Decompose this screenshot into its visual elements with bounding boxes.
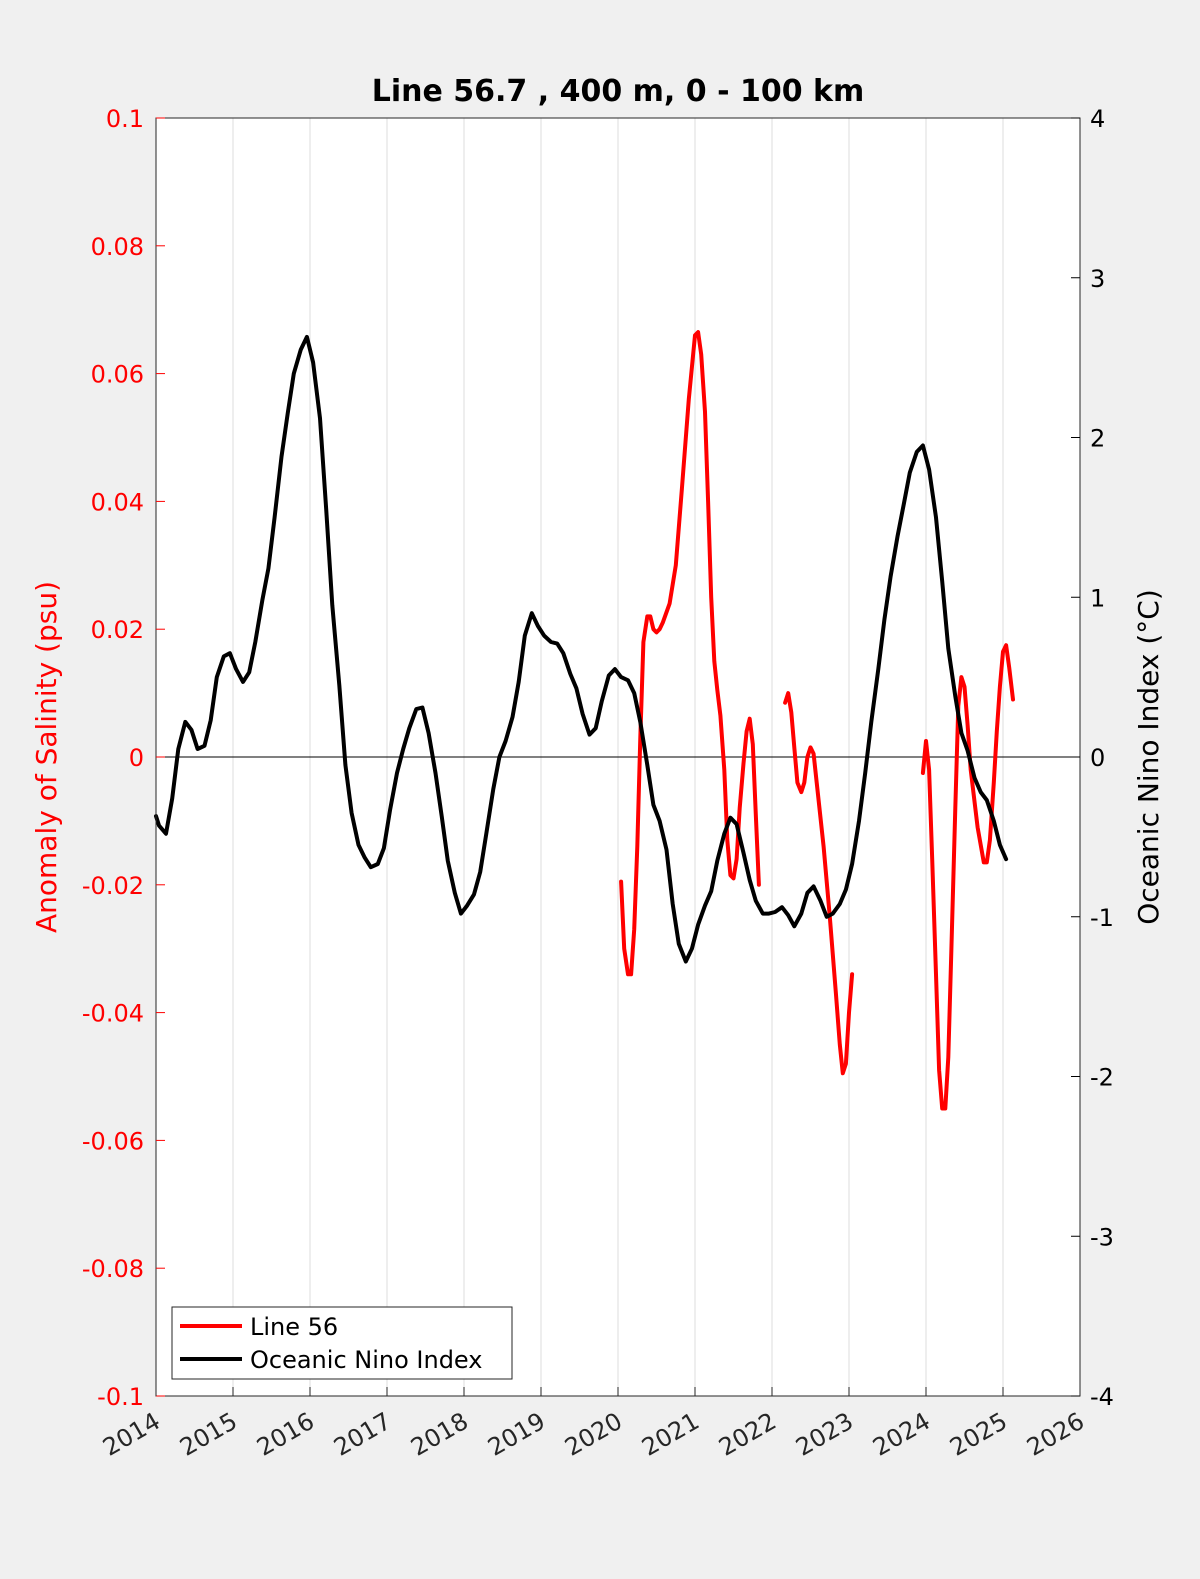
- left-tick-label: 0.1: [106, 105, 144, 133]
- x-tick-label: 2014: [98, 1407, 165, 1462]
- left-tick-label: 0: [129, 744, 144, 772]
- right-tick-label: -4: [1090, 1383, 1114, 1411]
- x-tick-label: 2022: [714, 1407, 781, 1462]
- x-axis: 2014 2015 2016 2017 2018 2019 2020 2021 2022 2023…: [98, 1387, 1089, 1462]
- series-layer: [154, 330, 1015, 1111]
- x-tick-label: 2019: [483, 1407, 550, 1462]
- legend-label-oni: Oceanic Nino Index: [250, 1346, 482, 1374]
- x-tick-label: 2017: [329, 1407, 396, 1462]
- right-axis: -4 -3 -2 -1 0 1 2 3 4: [1071, 105, 1114, 1411]
- x-tick-label: 2015: [175, 1407, 242, 1462]
- x-tick-label: 2020: [560, 1407, 627, 1462]
- right-tick-label: 0: [1090, 744, 1105, 772]
- series-line56-segment: [783, 691, 855, 1076]
- legend: Line 56 Oceanic Nino Index: [171, 1306, 513, 1380]
- series-line56-segment: [920, 643, 1015, 1111]
- left-tick-label: 0.08: [91, 233, 144, 261]
- legend-label-line56: Line 56: [250, 1313, 338, 1341]
- left-tick-label: 0.02: [91, 616, 144, 644]
- left-tick-label: -0.06: [82, 1127, 144, 1155]
- x-tick-label: 2024: [868, 1407, 935, 1462]
- series-oni-line: [154, 334, 1009, 964]
- left-tick-label: -0.02: [82, 872, 144, 900]
- right-tick-label: -1: [1090, 904, 1114, 932]
- right-tick-label: 2: [1090, 425, 1105, 453]
- right-tick-label: 4: [1090, 105, 1105, 133]
- left-tick-label: 0.06: [91, 361, 144, 389]
- x-tick-label: 2016: [252, 1407, 319, 1462]
- x-tick-label: 2025: [945, 1407, 1012, 1462]
- right-tick-label: 3: [1090, 265, 1105, 293]
- left-axis: -0.1 -0.08 -0.06 -0.04 -0.02 0 0.02 0.04 0.06 0.0…: [82, 105, 165, 1411]
- legend-box: [171, 1306, 513, 1380]
- right-axis-label: Oceanic Nino Index (°C): [1132, 589, 1165, 925]
- left-tick-label: -0.08: [82, 1255, 144, 1283]
- right-tick-label: -3: [1090, 1223, 1114, 1251]
- left-tick-label: -0.04: [82, 1000, 144, 1028]
- right-tick-label: -2: [1090, 1064, 1114, 1092]
- left-tick-label: -0.1: [97, 1383, 144, 1411]
- left-axis-label: Anomaly of Salinity (psu): [30, 581, 63, 933]
- x-tick-label: 2023: [791, 1407, 858, 1462]
- right-tick-label: 1: [1090, 584, 1105, 612]
- x-tick-label: 2026: [1022, 1407, 1089, 1462]
- x-tick-label: 2018: [406, 1407, 473, 1462]
- x-tick-label: 2021: [637, 1407, 704, 1462]
- left-tick-label: 0.04: [91, 488, 144, 516]
- chart-title: Line 56.7 , 400 m, 0 - 100 km: [372, 74, 865, 109]
